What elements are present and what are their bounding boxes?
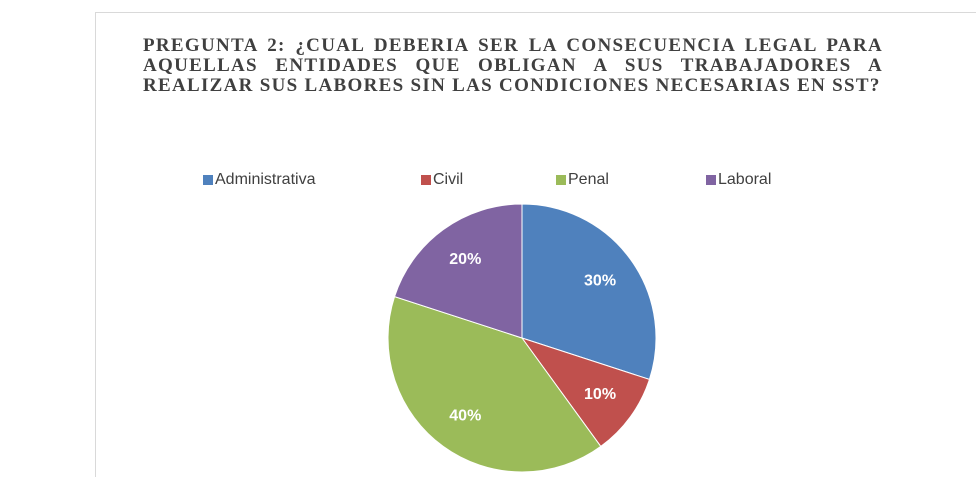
pie-slice <box>387 295 602 473</box>
legend-label: Laboral <box>718 171 771 188</box>
legend-label: Penal <box>568 171 609 188</box>
legend-label: Civil <box>433 171 463 188</box>
legend-swatch <box>706 175 716 185</box>
data-label: 40% <box>449 407 481 424</box>
legend-label: Administrativa <box>215 171 316 188</box>
chart-title: PREGUNTA 2: ¿CUAL DEBERIA SER LA CONSECU… <box>143 35 883 96</box>
pie-slice <box>520 337 651 448</box>
legend-swatch <box>203 175 213 185</box>
data-label: 20% <box>449 251 481 268</box>
legend-swatch <box>556 175 566 185</box>
data-label: 30% <box>584 273 616 290</box>
pie-slice <box>521 203 657 381</box>
pie-slice <box>393 203 523 339</box>
chart-frame <box>95 12 976 477</box>
data-label: 10% <box>584 386 616 403</box>
legend-swatch <box>421 175 431 185</box>
